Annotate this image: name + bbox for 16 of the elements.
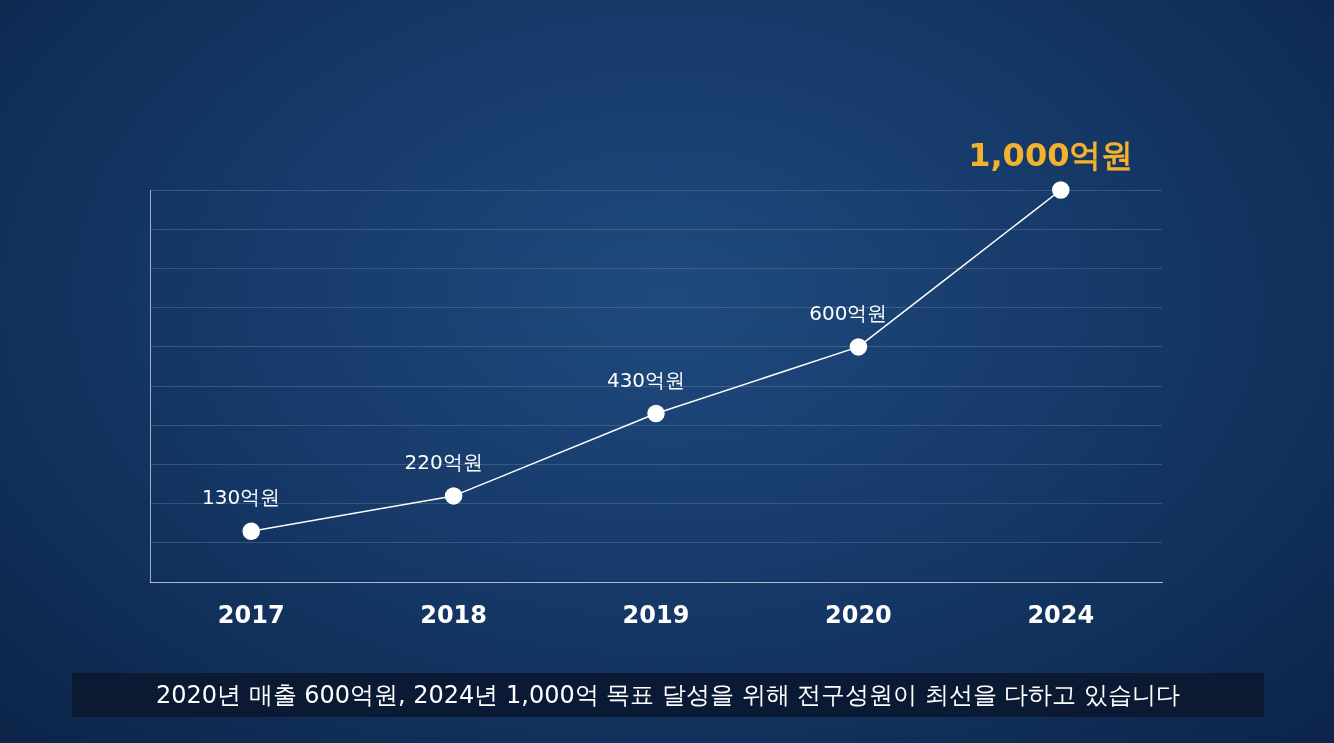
x-tick-label: 2024 — [1027, 600, 1095, 629]
x-tick-label: 2019 — [622, 600, 690, 629]
point — [647, 404, 665, 423]
point — [242, 522, 260, 540]
data-label: 1,000억원 — [968, 136, 1134, 175]
x-tick-label: 2017 — [217, 600, 285, 629]
data-label: 430억원 — [606, 367, 686, 392]
point — [444, 487, 463, 505]
x-tick-label: 2020 — [825, 600, 892, 629]
point — [849, 338, 868, 356]
point — [1052, 181, 1070, 199]
text: 2020년 매출 600억원, 2024년 1,000억 목표 달성을 위해 전구성원이 최선을 다하고 있습니다 — [72, 673, 1264, 717]
x-tick-label: 2018 — [420, 600, 487, 629]
data-label: 600억원 — [809, 301, 888, 326]
data-label: 220억원 — [404, 450, 483, 475]
data-label: 130억원 — [202, 485, 281, 510]
